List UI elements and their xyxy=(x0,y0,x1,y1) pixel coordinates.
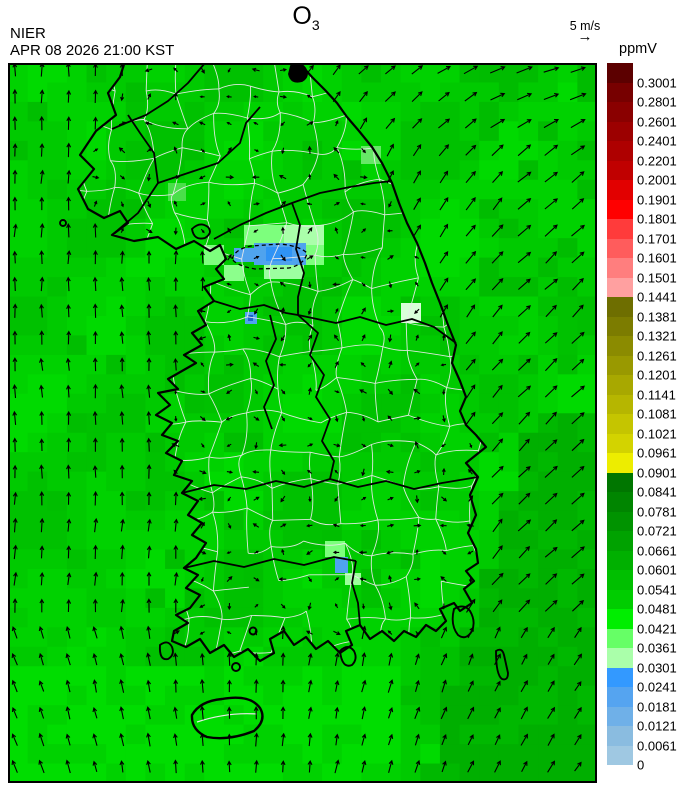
colorbar-segment xyxy=(607,492,633,512)
page-title: O3 xyxy=(0,3,612,39)
colorbar-segment xyxy=(607,199,633,219)
colorbar-segment xyxy=(607,355,633,375)
colorbar-tick-label: 0.2001 xyxy=(637,172,677,188)
colorbar-segment xyxy=(607,297,633,317)
colorbar-tick-label: 0.0061 xyxy=(637,738,677,753)
colorbar-tick-label: 0.3001 xyxy=(637,75,677,90)
colorbar-tick-label: 0.0121 xyxy=(637,718,677,734)
colorbar-tick-label: 0.1021 xyxy=(637,426,677,441)
islands xyxy=(59,63,509,740)
colorbar-tick-label: 0.0481 xyxy=(637,601,677,617)
colorbar-tick-label: 0.1501 xyxy=(637,270,677,285)
title-subscript: 3 xyxy=(311,17,320,33)
colorbar-segment xyxy=(607,336,633,356)
colorbar-segment xyxy=(607,102,633,122)
colorbar-segment xyxy=(607,726,633,746)
colorbar-segment xyxy=(607,277,633,297)
colorbar-segment xyxy=(607,121,633,141)
wind-scale-value: 5 m/s xyxy=(569,19,601,33)
wind-scale-arrow-icon: → xyxy=(577,28,593,45)
coastline xyxy=(76,63,488,663)
colorbar-tick-label: 0.0661 xyxy=(637,543,677,558)
title-species: O xyxy=(292,2,312,30)
concentration-grid xyxy=(8,63,597,783)
colorbar-tick-label: 0.0361 xyxy=(637,640,677,656)
colorbar-tick-label: 0.1081 xyxy=(637,406,677,422)
colorbar-segment xyxy=(607,180,633,200)
colorbar-segment xyxy=(607,687,633,707)
colorbar-segment xyxy=(607,141,633,161)
colorbar-tick-label: 0.0301 xyxy=(637,660,677,675)
timestamp-label: APR 08 2026 21:00 KST xyxy=(10,42,175,59)
colorbar-segment xyxy=(607,628,633,648)
colorbar-segment xyxy=(607,453,633,473)
colorbar-tick-label: 0.0421 xyxy=(637,621,677,636)
colorbar-segment xyxy=(607,472,633,492)
colorbar-tick-label: 0.1201 xyxy=(637,367,677,383)
colorbar-segment xyxy=(607,531,633,551)
unit-label: ppmV xyxy=(619,41,657,57)
colorbar-segment xyxy=(607,258,633,278)
colorbar-segment xyxy=(607,375,633,395)
colorbar-tick-label: 0.0781 xyxy=(637,504,677,519)
colorbar-tick-label: 0.0721 xyxy=(637,523,677,539)
colorbar-segment xyxy=(607,219,633,239)
map-frame xyxy=(8,63,597,783)
colorbar-tick-label: 0.0541 xyxy=(637,582,677,597)
colorbar-tick-label: 0.2201 xyxy=(637,153,677,168)
colorbar-tick-labels: 0.3001 0.2801 0.2601 0.2401 0.2201 0.2001 0.19… xyxy=(607,63,687,773)
colorbar-segment xyxy=(607,570,633,590)
colorbar-tick-label: 0.0841 xyxy=(637,484,677,500)
colorbar-tick-label: 0.1261 xyxy=(637,348,677,363)
colorbar-segment xyxy=(607,706,633,726)
colorbar-tick-label: 0.2401 xyxy=(637,133,677,149)
colorbar-tick-label: 0.0961 xyxy=(637,445,677,461)
colorbar-tick-label: 0.1141 xyxy=(637,387,676,402)
colorbar-tick-label: 0.0901 xyxy=(637,465,677,480)
colorbar-tick-label: 0.1601 xyxy=(637,250,677,266)
colorbar-segment xyxy=(607,394,633,414)
colorbar-segment xyxy=(607,82,633,102)
colorbar-segment xyxy=(607,160,633,180)
colorbar-segment xyxy=(607,238,633,258)
colorbar-tick-label: 0.1701 xyxy=(637,231,677,246)
colorbar-segment xyxy=(607,316,633,336)
agency-label: NIER xyxy=(10,25,46,42)
colorbar xyxy=(607,63,633,765)
colorbar-segment xyxy=(607,745,633,765)
colorbar-segment xyxy=(607,589,633,609)
colorbar-tick-label: 0.1381 xyxy=(637,309,677,324)
colorbar-segment xyxy=(607,63,633,83)
colorbar-tick-label: 0.2801 xyxy=(637,94,677,110)
seoul-city-boundary xyxy=(231,243,308,270)
colorbar-segment xyxy=(607,667,633,687)
lake-feature xyxy=(288,63,308,83)
light-ozone-cells xyxy=(168,146,421,585)
colorbar-segment xyxy=(607,414,633,434)
colorbar-tick-label: 0.1441 xyxy=(637,289,677,305)
wind-arrows xyxy=(11,63,587,774)
colorbar-tick-label: 0 xyxy=(637,757,645,773)
colorbar-segment xyxy=(607,433,633,453)
colorbar-tick-label: 0.0241 xyxy=(637,679,677,695)
colorbar-tick-label: 0.0181 xyxy=(637,699,677,714)
colorbar-tick-label: 0.1801 xyxy=(637,211,677,227)
colorbar-segment xyxy=(607,550,633,570)
colorbar-tick-label: 0.1901 xyxy=(637,192,677,207)
colorbar-segment xyxy=(607,609,633,629)
colorbar-tick-label: 0.0601 xyxy=(637,562,677,578)
colorbar-segment xyxy=(607,511,633,531)
colorbar-tick-label: 0.2601 xyxy=(637,114,677,129)
colorbar-tick-label: 0.1321 xyxy=(637,328,677,344)
map-canvas xyxy=(8,63,597,783)
colorbar-segment xyxy=(607,648,633,668)
